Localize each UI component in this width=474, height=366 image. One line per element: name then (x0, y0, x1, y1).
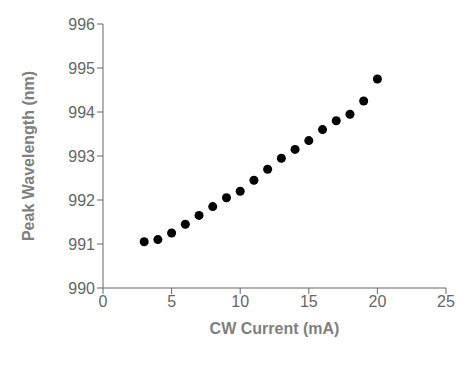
svg-text:0: 0 (99, 293, 108, 310)
svg-text:994: 994 (68, 104, 95, 121)
svg-text:20: 20 (369, 293, 387, 310)
svg-text:990: 990 (68, 280, 95, 297)
svg-text:Peak Wavelength (nm): Peak Wavelength (nm) (20, 71, 37, 241)
svg-text:15: 15 (300, 293, 318, 310)
svg-text:991: 991 (68, 236, 95, 253)
svg-text:995: 995 (68, 60, 95, 77)
svg-text:25: 25 (437, 293, 455, 310)
svg-text:996: 996 (68, 16, 95, 33)
svg-text:10: 10 (231, 293, 249, 310)
svg-text:993: 993 (68, 148, 95, 165)
svg-text:992: 992 (68, 192, 95, 209)
svg-text:CW Current (mA): CW Current (mA) (210, 320, 340, 337)
svg-text:5: 5 (167, 293, 176, 310)
